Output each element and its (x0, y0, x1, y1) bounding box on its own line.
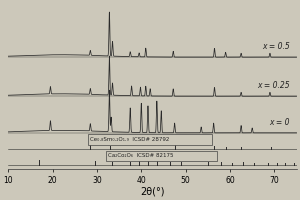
Bar (106, 151, 217, 161)
X-axis label: 2θ(°): 2θ(°) (140, 187, 165, 197)
Text: Ca₂Co₂O₆  ICSD# 82175: Ca₂Co₂O₆ ICSD# 82175 (108, 153, 174, 158)
Bar (88, 134, 212, 145)
Text: Ce₀.₈Sm₀.₂O₁.₉  ICSD# 28792: Ce₀.₈Sm₀.₂O₁.₉ ICSD# 28792 (90, 137, 170, 142)
Text: x = 0: x = 0 (269, 118, 290, 127)
Text: x = 0.25: x = 0.25 (257, 81, 290, 90)
Text: x = 0.5: x = 0.5 (262, 42, 290, 51)
